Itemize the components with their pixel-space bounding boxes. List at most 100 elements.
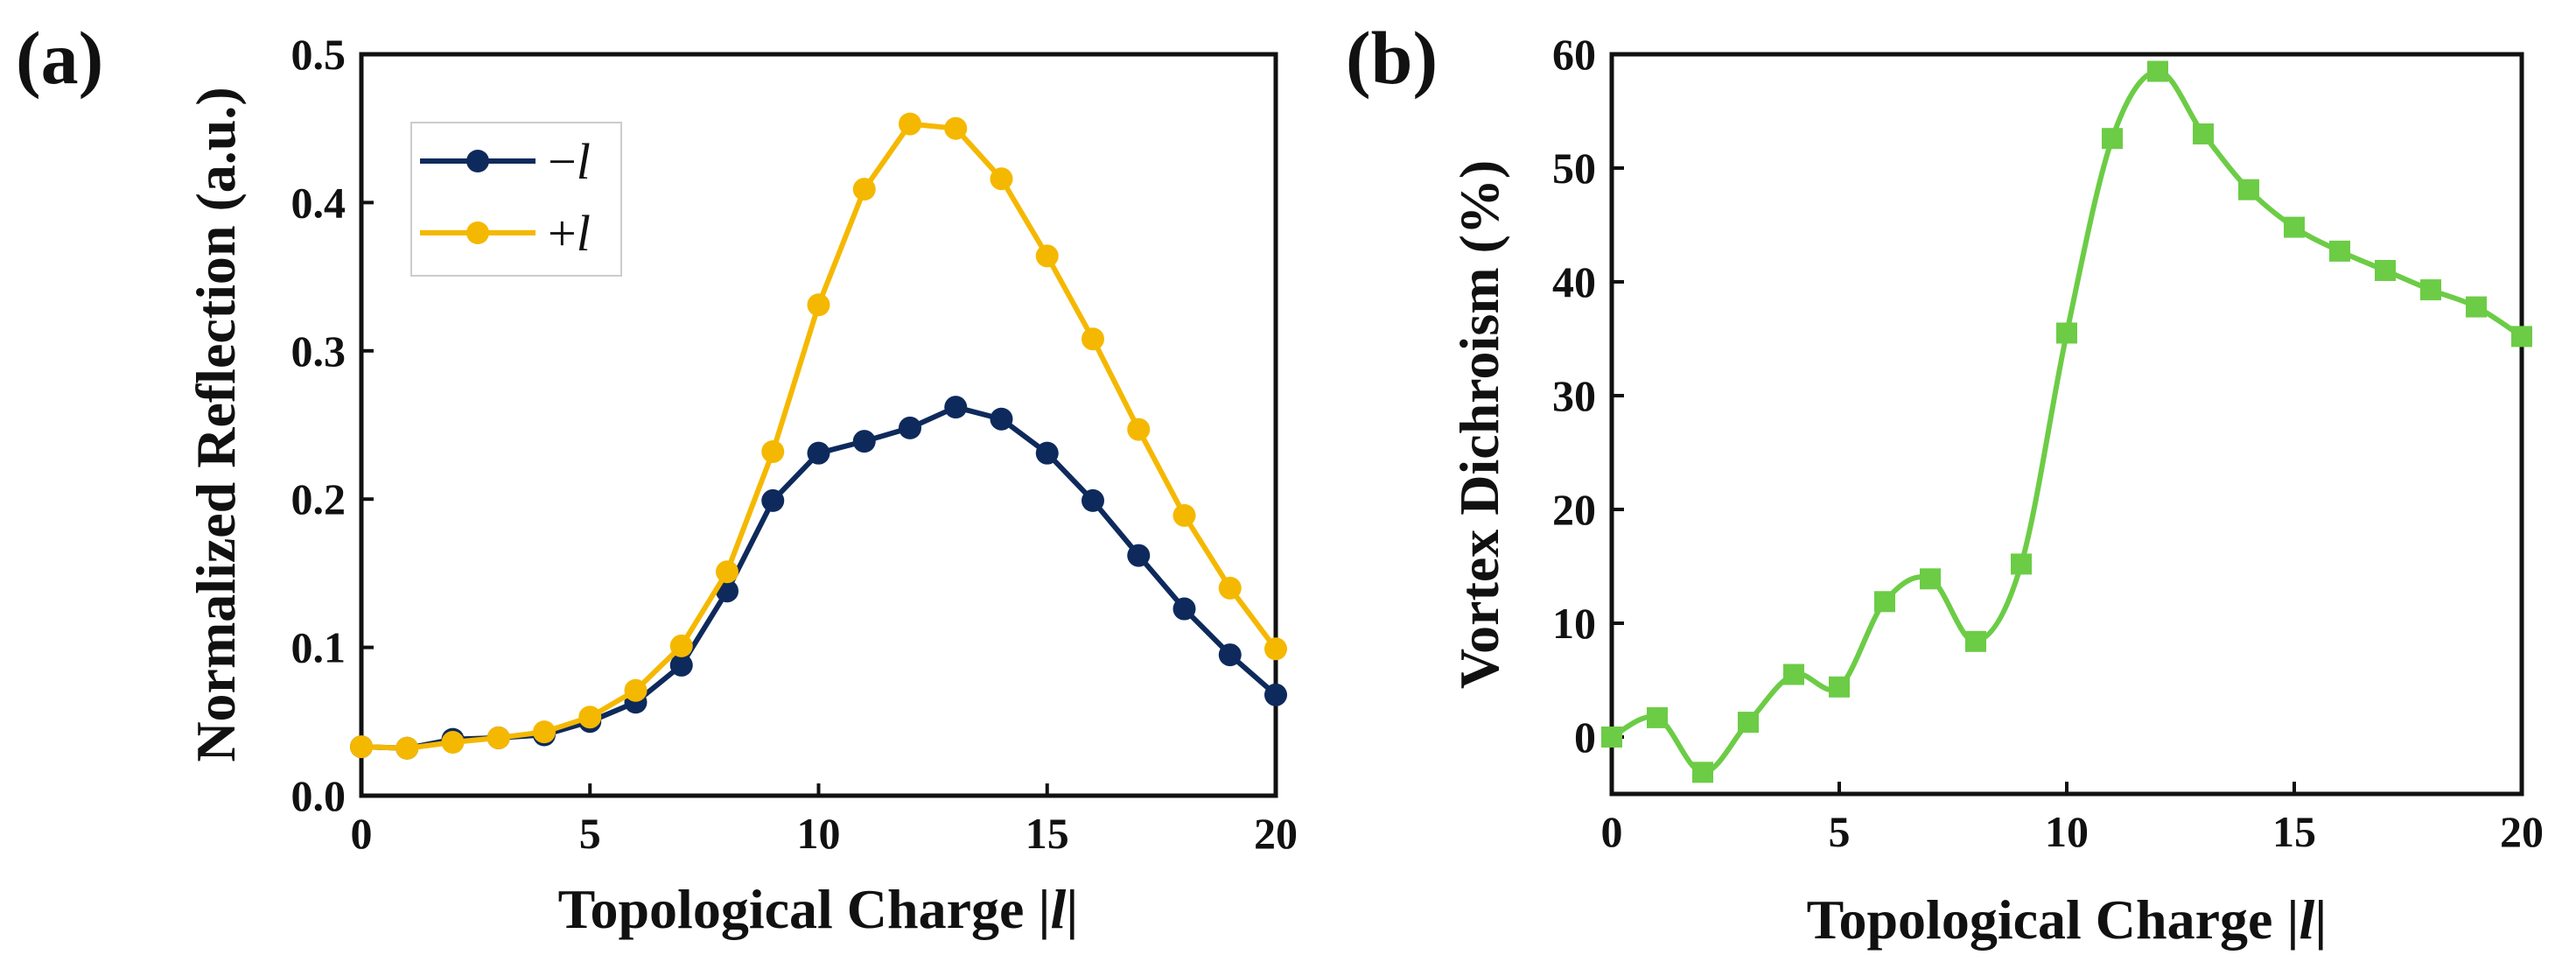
panel-a-data-point-1	[1035, 244, 1059, 268]
panel-a-x-tick-label: 5	[579, 809, 601, 858]
panel-b-x-axis-title-prefix: Topological Charge |	[1807, 888, 2300, 951]
panel-b-data-point	[1647, 706, 1668, 728]
panel-b-data-point	[2511, 326, 2532, 348]
panel-a-x-tick-label: 15	[1026, 809, 1069, 858]
panel-a-y-tick-label: 0.5	[291, 30, 346, 79]
panel-b-axes: 0 5 10 15 20 0 10 20 30 40 50 60	[1552, 30, 2544, 856]
panel-a-x-axis-title: Topological Charge |l|	[558, 878, 1079, 940]
panel-a-data-point-0	[1082, 488, 1104, 512]
panel-a-data-point-0	[944, 396, 968, 419]
panel-a-data-point-1	[624, 678, 648, 702]
panel-a-data-point-0	[852, 430, 876, 453]
panel-a-y-tick-label: 0.0	[291, 771, 346, 820]
panel-b-x-tick-label: 10	[2045, 807, 2089, 856]
panel-a-data-point-0	[1172, 597, 1196, 621]
panel-b-series-line-0	[1610, 68, 2524, 776]
panel-b-data-point	[2466, 296, 2487, 318]
panel-b-data-point	[1692, 762, 1713, 783]
panel-a-data-point-1	[441, 731, 465, 755]
panel-b-data-point	[2284, 216, 2305, 238]
panel-a-data-point-1	[899, 112, 921, 136]
panel-b-data-point	[1601, 727, 1622, 748]
panel-a-data-point-0	[669, 653, 693, 677]
panel-a-data-point-0	[1218, 643, 1242, 667]
panel-b-data-point	[1874, 591, 1895, 613]
panel-b-x-tick-label: 15	[2272, 807, 2316, 856]
panel-b-label: (b)	[1346, 16, 1438, 100]
panel-a-axes: 0 5 10 15 20 0.0 0.1 0.2 0.3 0.4 0.5	[291, 30, 1298, 858]
panel-b-x-axis-title: Topological Charge |l|	[1807, 888, 2328, 951]
panel-a-data-point-1	[990, 167, 1013, 191]
panel-a-data-point-1	[1264, 637, 1287, 661]
legend-label-plus-l: +l	[548, 205, 591, 262]
panel-b-data-point	[1783, 664, 1804, 685]
legend-var-minus: l	[577, 133, 591, 190]
legend-sign-minus: −	[548, 133, 577, 190]
panel-b-x-tick-label: 0	[1601, 807, 1623, 856]
panel-b-data-point	[1965, 630, 1986, 652]
panel-b-data-point	[2238, 179, 2259, 200]
panel-a-data-point-1	[944, 116, 968, 140]
panel-b-y-tick-label: 0	[1574, 713, 1596, 762]
panel-b-y-tick-label: 40	[1552, 257, 1596, 306]
panel-b-plot-frame	[1609, 52, 2524, 797]
legend-sign-plus: +	[548, 205, 577, 262]
panel-a-x-axis-title-suffix: |	[1066, 878, 1078, 940]
legend-marker-minus-l	[466, 150, 489, 172]
panel-a-x-tick-label: 0	[351, 809, 373, 858]
panel-b-y-axis-title: Vortex Dichroism (%)	[1448, 160, 1510, 689]
panel-a-data-point-0	[899, 416, 921, 439]
panel-a-x-tick-label: 20	[1254, 809, 1298, 858]
panel-a-data-point-1	[761, 439, 785, 463]
legend-label-minus-l: −l	[548, 133, 591, 190]
panel-b-data-point	[2375, 260, 2396, 281]
panel-a-y-tick-label: 0.4	[291, 178, 346, 227]
panel-b-x-tick-label: 5	[1829, 807, 1851, 856]
panel-a-x-tick-label: 10	[797, 809, 841, 858]
panel-a-data-point-1	[716, 560, 738, 584]
panel-a-data-point-1	[396, 736, 419, 760]
panel-b-y-tick-label: 50	[1552, 144, 1596, 193]
panel-a-data-point-1	[669, 634, 693, 657]
panel-a-data-point-0	[761, 488, 785, 512]
panel-a-data-point-0	[807, 441, 830, 465]
panel-b-data-point	[1920, 568, 1941, 590]
panel-b-y-tick-label: 20	[1552, 485, 1596, 534]
panel-b-data-point	[1829, 676, 1850, 698]
panel-b-y-tick-label: 30	[1552, 371, 1596, 420]
panel-b-data-point	[2056, 322, 2077, 344]
panel-a-reflection-chart: (a) 0 5 10 15 20 0.0 0.1 0.2 0.3 0.4 0.5 Topologic…	[16, 16, 1298, 940]
panel-b-data-point	[2102, 128, 2123, 150]
panel-a-legend: −l +l	[410, 122, 622, 277]
panel-a-data-point-0	[990, 407, 1013, 431]
panel-a-data-point-1	[852, 178, 876, 201]
panel-a-data-point-1	[807, 293, 830, 317]
panel-b-series	[1601, 60, 2532, 783]
panel-a-data-point-1	[1218, 576, 1242, 600]
panel-b-x-axis-title-suffix: |	[2314, 888, 2327, 951]
panel-a-data-point-1	[350, 735, 373, 759]
panel-b-data-point	[2147, 60, 2168, 82]
panel-a-data-point-0	[1264, 683, 1287, 706]
panel-b-dichroism-chart: (b) 0 5 10 15 20 0 10 20 30 40 50 60 Topological Ch…	[1346, 16, 2544, 951]
panel-b-data-point	[2329, 240, 2350, 262]
panel-a-series	[350, 112, 1287, 760]
panel-b-y-tick-label: 60	[1552, 30, 1596, 79]
panel-a-y-tick-label: 0.2	[291, 474, 346, 523]
panel-b-data-point	[2193, 123, 2214, 144]
panel-b-x-tick-label: 20	[2500, 807, 2544, 856]
panel-a-data-point-1	[1127, 418, 1151, 441]
panel-a-data-point-1	[533, 720, 556, 744]
panel-a-data-point-1	[1082, 327, 1104, 351]
panel-a-y-axis-title: Normalized Reflection (a.u.)	[185, 87, 247, 762]
panel-a-y-tick-label: 0.3	[291, 327, 346, 376]
legend-var-plus: l	[577, 205, 591, 262]
legend-marker-plus-l	[466, 221, 489, 244]
panel-a-data-point-1	[1172, 503, 1196, 527]
panel-a-label: (a)	[16, 16, 103, 100]
panel-b-data-point	[1738, 712, 1759, 734]
panel-a-data-point-0	[1035, 441, 1059, 465]
panel-a-x-axis-title-var: l	[1051, 878, 1067, 940]
panel-a-y-tick-label: 0.1	[291, 623, 346, 672]
